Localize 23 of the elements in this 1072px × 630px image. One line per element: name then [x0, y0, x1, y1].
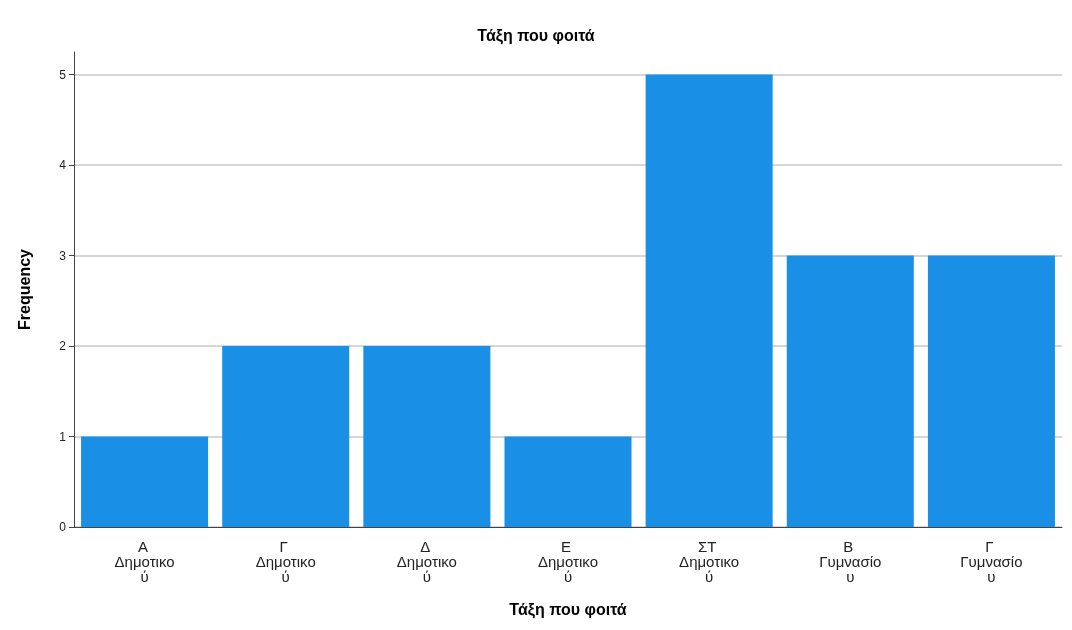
y-tick-label: 3 — [59, 248, 67, 263]
y-tick-label: 5 — [59, 67, 67, 82]
bar — [645, 74, 773, 527]
bar — [222, 346, 350, 527]
x-tick-label: Α Δημοτικού — [114, 538, 175, 585]
x-tick-label: Β Γυμνασίου — [819, 538, 882, 585]
x-tick-label: Γ Γυμνασίου — [960, 538, 1023, 585]
x-tick-label: Ε Δημοτικού — [537, 538, 599, 585]
bar — [363, 346, 491, 527]
bar — [786, 255, 914, 527]
y-tick-label: 0 — [59, 520, 67, 534]
bar — [81, 436, 209, 527]
y-tick-label: 4 — [59, 158, 67, 173]
x-tick-label: Γ Δημοτικού — [255, 538, 316, 585]
y-tick-label: 1 — [59, 429, 67, 444]
chart-title: Τάξη που φοιτά — [477, 26, 595, 45]
x-axis-title: Τάξη που φοιτά — [509, 600, 627, 619]
x-tick-label: Δ Δημοτικού — [396, 538, 457, 585]
bar — [504, 436, 632, 527]
y-tick-label: 2 — [59, 339, 67, 354]
x-tick-label: ΣΤ Δημοτικού — [679, 538, 740, 585]
bar — [927, 255, 1055, 527]
y-axis-title: Frequency — [15, 248, 33, 330]
